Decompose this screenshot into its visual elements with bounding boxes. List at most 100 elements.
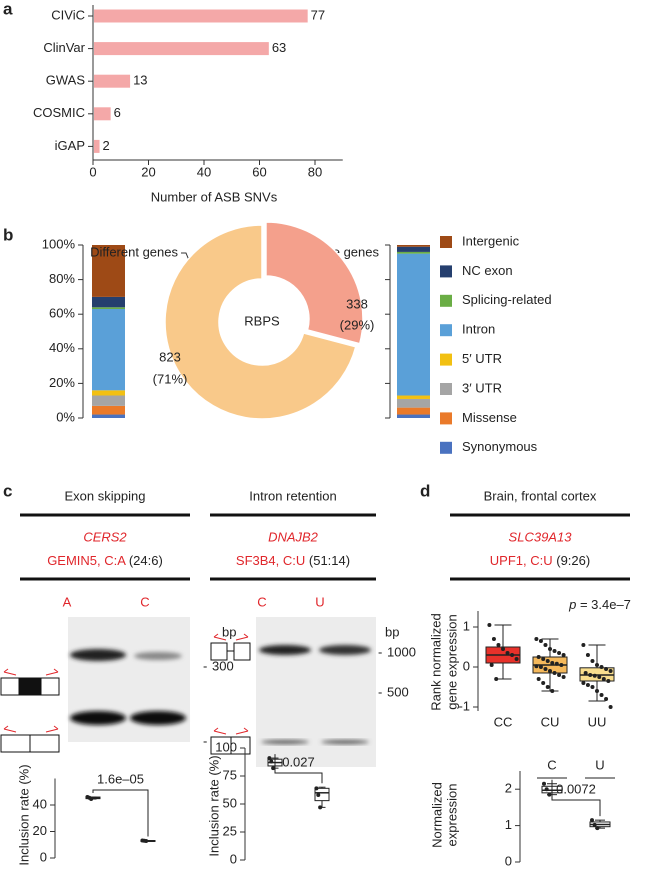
point <box>601 677 606 681</box>
bar-segment <box>92 405 125 415</box>
point <box>271 766 276 771</box>
point <box>494 677 499 681</box>
point <box>550 661 555 665</box>
y-tick-label: 100% <box>42 236 76 251</box>
point <box>547 792 552 797</box>
legend-swatch <box>440 294 452 307</box>
marker-dash: - <box>378 644 382 659</box>
point <box>590 818 594 823</box>
panel-label: d <box>420 481 430 500</box>
bar-segment <box>397 251 430 254</box>
legend-label: Missense <box>462 410 517 425</box>
bar-segment <box>92 296 125 308</box>
category-label: U <box>595 757 604 772</box>
y-axis-label: expression <box>444 784 459 847</box>
factor-line: GEMIN5, C:A (24:6) <box>47 553 163 568</box>
unit: bp <box>385 624 399 639</box>
legend-label: NC exon <box>462 263 513 278</box>
legend-swatch <box>440 412 452 425</box>
bar-segment <box>397 398 430 408</box>
value-label: 823 <box>159 349 181 364</box>
point <box>599 693 604 697</box>
gel-title: Exon skipping <box>65 488 146 503</box>
legend-label: 3′ UTR <box>462 380 502 395</box>
y-tick-label: 20% <box>49 375 75 390</box>
bar-segment <box>92 245 125 297</box>
bar-segment <box>92 309 125 391</box>
factor-line: UPF1, C:U (9:26) <box>490 553 590 568</box>
bar-segment <box>92 395 125 406</box>
y-tick-label: COSMIC <box>33 105 85 120</box>
point <box>592 822 597 827</box>
y-tick-label: 50 <box>223 795 237 810</box>
y-tick-label: GWAS <box>46 73 86 88</box>
point <box>536 655 541 659</box>
y-tick-label: 0 <box>463 658 470 673</box>
y-tick-label: CIViC <box>51 7 85 22</box>
gel-header: Intron retention DNAJB2 SF3B4, C:U (51:1… <box>210 488 376 609</box>
legend-label: 5′ UTR <box>462 351 502 366</box>
point <box>561 653 566 657</box>
donut-slice <box>164 224 357 420</box>
point <box>585 653 590 657</box>
category-label: CC <box>494 714 513 729</box>
y-tick-label: 0 <box>40 849 47 864</box>
p-value: 0.0072 <box>556 781 596 796</box>
point <box>595 663 599 667</box>
point <box>542 781 546 786</box>
point <box>557 651 562 655</box>
factor: SF3B4, C:U <box>236 553 305 568</box>
y-tick-label: 0 <box>505 853 512 868</box>
y-tick-label: 20 <box>33 823 47 838</box>
marker-label: 300 <box>212 658 234 673</box>
value-label: 77 <box>311 7 325 22</box>
y-tick-label: 1 <box>463 618 470 633</box>
point <box>557 673 562 677</box>
y-tick-label: 80% <box>49 271 75 286</box>
point <box>595 689 599 693</box>
bar <box>94 42 269 56</box>
point <box>588 673 593 677</box>
marker-dash: - <box>378 684 382 699</box>
bar-segment <box>397 414 430 418</box>
y-tick-label: iGAP <box>55 138 85 153</box>
legend-label: Intergenic <box>462 233 520 248</box>
p-symbol: p <box>568 597 576 612</box>
p-value: 1.6e–05 <box>97 771 144 786</box>
significance-bracket <box>274 754 323 784</box>
x-tick-label: 60 <box>252 164 266 179</box>
point <box>316 793 321 798</box>
lane-label: A <box>63 594 72 609</box>
point <box>592 673 597 678</box>
y-axis-label: Rank normalized <box>428 613 443 711</box>
x-tick-label: 0 <box>89 164 96 179</box>
y-tick-label: 25 <box>223 823 237 838</box>
point <box>554 661 559 666</box>
category-label: UU <box>588 714 607 729</box>
unit: bp <box>222 624 236 639</box>
point <box>538 665 543 669</box>
point <box>604 667 609 671</box>
gel-title: Intron retention <box>249 488 336 503</box>
point <box>538 639 543 643</box>
point <box>604 697 609 701</box>
y-tick-label: 100 <box>215 739 237 754</box>
value-label: 13 <box>133 73 147 88</box>
gel-header: Exon skipping CERS2 GEMIN5, C:A (24:6) A… <box>20 488 190 609</box>
point <box>267 756 272 761</box>
point <box>581 643 586 647</box>
marker-dash: - <box>203 658 207 673</box>
point <box>552 671 557 675</box>
y-tick-label: 0 <box>230 851 237 866</box>
share-label: (71%) <box>153 371 188 386</box>
legend-label: Intron <box>462 322 495 337</box>
y-tick-label: 75 <box>223 767 237 782</box>
bar-segment <box>92 390 125 396</box>
point <box>550 689 555 693</box>
gel-image: bp - 1000 - 500 <box>210 617 416 767</box>
point <box>548 669 552 673</box>
expression-header: Brain, frontal cortex SLC39A13 UPF1, C:U… <box>450 488 630 581</box>
bar-segment <box>92 414 125 418</box>
point <box>548 647 552 651</box>
